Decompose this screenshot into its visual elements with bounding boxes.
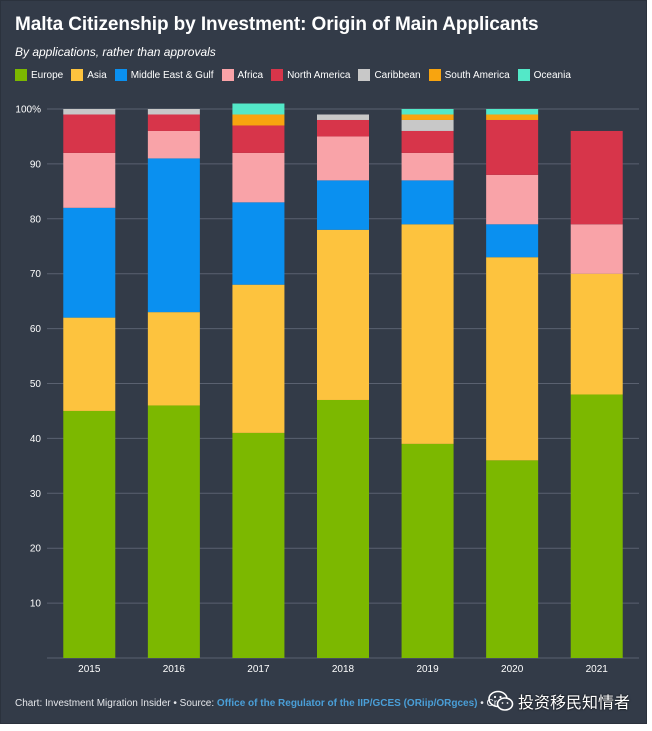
bar-segment-2015-caribbean	[63, 109, 116, 115]
bar-segment-2019-north-america	[401, 130, 454, 153]
legend-label: Oceania	[533, 69, 571, 81]
x-tick-label: 2016	[163, 664, 186, 675]
x-tick-label: 2015	[78, 664, 101, 675]
bar-segment-2020-europe	[486, 460, 539, 658]
bar-segment-2015-asia	[63, 317, 116, 411]
bar-segment-2015-africa	[63, 152, 116, 208]
y-tick-label: 40	[30, 434, 42, 445]
bar-segment-2020-north-america	[486, 119, 539, 175]
legend-swatch	[114, 69, 127, 81]
bar-segment-2020-south-america	[486, 114, 539, 120]
bar-segment-2018-europe	[317, 399, 369, 658]
legend: Europe Asia Middle East & Gulf Africa North …	[15, 69, 579, 81]
legend-swatch	[15, 69, 27, 81]
legend-item-africa[interactable]: Africa	[221, 69, 264, 81]
y-tick-label: 60	[30, 324, 42, 335]
bar-segment-2016-caribbean	[147, 109, 200, 115]
y-tick-label: 20	[30, 544, 42, 555]
bar-segment-2016-africa	[147, 130, 200, 159]
watermark-text: 投资移民知情者	[518, 695, 631, 712]
bar-segment-2016-middle-east-gulf	[147, 158, 200, 313]
bar-segment-2018-middle-east-gulf	[317, 180, 369, 230]
legend-item-europe[interactable]: Europe	[15, 69, 63, 81]
bar-segment-2016-europe	[147, 405, 200, 658]
bar-segment-2019-africa	[401, 152, 454, 181]
x-tick-label: 2020	[501, 664, 524, 675]
bar-segment-2017-europe	[232, 432, 285, 658]
legend-item-south-america[interactable]: South America	[428, 69, 510, 81]
y-tick-label: 30	[30, 489, 42, 500]
chart-subtitle: By applications, rather than approvals	[15, 45, 216, 59]
bar-segment-2021-europe	[570, 394, 623, 658]
legend-swatch	[71, 69, 84, 81]
legend-label: Asia	[87, 69, 107, 81]
y-tick-label: 70	[30, 269, 42, 280]
chart-footer: Chart: Investment Migration Insider • So…	[15, 698, 508, 709]
bar-segment-2020-africa	[486, 174, 539, 225]
bar-segment-2020-asia	[486, 257, 539, 461]
bar-segment-2019-oceania	[401, 109, 454, 115]
bar-segment-2017-asia	[232, 284, 285, 433]
bar-segment-2017-north-america	[232, 125, 285, 153]
wechat-icon	[488, 690, 514, 711]
bar-segment-2018-north-america	[317, 119, 369, 137]
bar-segment-2016-asia	[147, 312, 200, 406]
bar-segment-2021-asia	[570, 273, 623, 395]
legend-swatch	[271, 69, 284, 81]
source-link[interactable]: Office of the Regulator of the IIP/GCES …	[216, 698, 478, 709]
y-tick-label: 90	[30, 159, 42, 170]
y-tick-label: 50	[30, 379, 42, 390]
bar-segment-2015-north-america	[63, 114, 116, 153]
bar-segment-2015-middle-east-gulf	[63, 207, 116, 318]
legend-label: Caribbean	[374, 69, 421, 81]
legend-swatch	[517, 69, 530, 81]
bar-segment-2019-caribbean	[401, 119, 454, 131]
legend-label: North America	[287, 69, 351, 81]
bar-segment-2017-south-america	[232, 114, 285, 126]
legend-item-north-america[interactable]: North America	[271, 69, 350, 81]
legend-item-middle-east-gulf[interactable]: Middle East & Gulf	[114, 69, 214, 81]
legend-item-oceania[interactable]: Oceania	[517, 69, 571, 81]
y-tick-label: 100%	[15, 105, 41, 116]
bar-segment-2021-north-america	[570, 130, 623, 225]
bar-segment-2016-north-america	[147, 114, 200, 131]
bar-segment-2019-asia	[401, 224, 454, 444]
bar-segment-2017-middle-east-gulf	[232, 202, 285, 285]
legend-label: South America	[444, 69, 510, 81]
y-tick-label: 80	[30, 214, 42, 225]
bar-segment-2018-asia	[317, 229, 369, 400]
bar-segment-2017-oceania	[232, 103, 285, 115]
bar-segment-2020-oceania	[486, 109, 539, 115]
bar-segment-2018-caribbean	[317, 114, 369, 120]
legend-label: Europe	[31, 69, 64, 81]
legend-label: Middle East & Gulf	[130, 69, 214, 81]
bar-segment-2018-africa	[317, 136, 369, 181]
x-tick-label: 2021	[586, 664, 609, 675]
bar-segment-2015-europe	[63, 410, 116, 658]
bar-segment-2017-africa	[232, 152, 285, 203]
legend-item-caribbean[interactable]: Caribbean	[358, 69, 421, 81]
bar-segment-2019-middle-east-gulf	[401, 180, 454, 225]
bar-segment-2019-south-america	[401, 114, 454, 120]
footer-trailing: • Crea	[477, 698, 509, 709]
bar-segment-2021-africa	[570, 224, 623, 274]
legend-item-asia[interactable]: Asia	[71, 69, 107, 81]
chart-credit: Chart: Investment Migration Insider • So…	[15, 698, 217, 709]
y-tick-label: 10	[30, 599, 42, 610]
x-tick-label: 2017	[247, 664, 270, 675]
x-tick-label: 2019	[416, 664, 439, 675]
watermark: 投资移民知情者	[488, 689, 630, 713]
legend-swatch	[221, 69, 234, 81]
bar-segment-2020-middle-east-gulf	[486, 224, 539, 258]
x-tick-label: 2018	[332, 664, 355, 675]
bar-segment-2019-europe	[401, 443, 454, 658]
legend-swatch	[358, 69, 371, 81]
legend-swatch	[428, 69, 441, 81]
chart-title: Malta Citizenship by Investment: Origin …	[15, 14, 539, 35]
legend-label: Africa	[237, 69, 264, 81]
